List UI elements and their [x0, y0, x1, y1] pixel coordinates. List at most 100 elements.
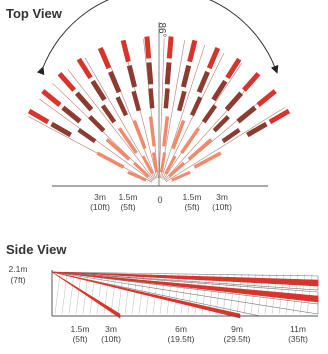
far-zone-segment [41, 89, 62, 107]
center-label: 0 [157, 195, 162, 205]
near-zone-segment [96, 151, 125, 169]
guide-ray [165, 107, 285, 183]
far-zone-segment [144, 36, 152, 59]
far-zone-segment [57, 72, 76, 92]
mid-zone-segment [212, 115, 230, 133]
mid-far-zone-segment [236, 105, 257, 124]
mid-zone-segment [115, 96, 129, 117]
close-zone-segment [151, 152, 159, 173]
close-zone-segment [133, 161, 150, 178]
tick-label: 1.5m [183, 192, 202, 202]
mid-zone-segment [131, 90, 141, 112]
side-view-tick-labels: 1.5m (5ft) 3m (10ft) 6m (19.5ft) 9m (29.… [71, 324, 309, 344]
top-view-diagram: 86° 3m (10ft) 1.5m (5ft) 0 1.5m (5ft) 3m… [27, 0, 291, 212]
mid-far-zone-segment [164, 62, 172, 85]
tick-label: (10ft) [101, 334, 121, 344]
close-zone-segment [168, 161, 185, 178]
tick-label: (5ft) [184, 202, 199, 212]
top-view-title: Top View [6, 6, 62, 21]
mid-zone-segment [177, 90, 187, 112]
near-zone-segment [162, 116, 170, 147]
mid-far-zone-segment [90, 79, 107, 102]
side-beam-long [51, 271, 319, 287]
hatch-line [173, 273, 180, 315]
hatch-line [68, 273, 75, 315]
hatch-line [110, 273, 117, 315]
mid-zone-segment [100, 104, 117, 124]
tick-label: 9m [231, 324, 243, 334]
near-zone-segment [193, 151, 222, 169]
far-zone-segment [206, 47, 221, 70]
tick-label: (5ft) [72, 334, 87, 344]
hatch-line [180, 273, 187, 315]
close-zone-segment [164, 155, 177, 175]
near-zone-segment [171, 119, 186, 150]
tick-label: 11m [290, 324, 306, 334]
coverage-angle-label: 86° [156, 22, 167, 37]
top-view-tick-labels: 3m (10ft) 1.5m (5ft) 0 1.5m (5ft) 3m (10… [90, 192, 232, 212]
tick-label: 6m [175, 324, 187, 334]
mid-far-zone-segment [50, 121, 72, 138]
tick-label: 3m [94, 192, 106, 202]
mount-height-label: 2.1m [9, 264, 28, 274]
mid-zone-segment [189, 96, 203, 117]
mount-height-label: (7ft) [10, 275, 25, 285]
coverage-arc [36, 0, 279, 76]
near-zone-segment [180, 127, 201, 154]
mid-far-zone-segment [246, 121, 268, 138]
tick-label: (35ft) [288, 334, 308, 344]
mid-far-zone-segment [74, 91, 94, 112]
tick-label: (10ft) [90, 202, 110, 212]
hatch-line [54, 273, 61, 315]
tick-label: (19.5ft) [168, 334, 195, 344]
far-zone-segment [97, 47, 112, 70]
mid-far-zone-segment [224, 91, 244, 112]
guide-ray [164, 90, 273, 182]
guide-ray [67, 69, 155, 180]
far-zone-segment [225, 57, 242, 80]
far-zone-segment [27, 108, 50, 125]
tick-label: 3m [105, 324, 117, 334]
near-zone-segment [105, 138, 131, 161]
top-view-detection-zones [27, 36, 291, 183]
far-zone-segment [242, 72, 261, 92]
close-zone-segment [159, 152, 167, 173]
tick-label: (10ft) [212, 202, 232, 212]
mid-zone-segment [148, 88, 155, 109]
guide-ray [28, 116, 153, 183]
far-zone-segment [120, 39, 131, 63]
mid-far-zone-segment [146, 62, 154, 85]
far-zone-segment [187, 39, 198, 63]
mid-zone-segment [221, 127, 241, 144]
near-zone-segment [187, 138, 213, 161]
tick-label: (29.5ft) [224, 334, 251, 344]
near-zone-segment [117, 127, 138, 154]
tick-label: 3m [216, 192, 228, 202]
side-view-title: Side View [6, 242, 67, 257]
side-beam-mid [51, 271, 319, 303]
near-zone-segment [148, 116, 156, 147]
close-zone-segment [171, 170, 191, 182]
close-zone-segment [127, 170, 147, 182]
mid-far-zone-segment [196, 70, 210, 94]
mid-far-zone-segment [108, 70, 122, 94]
side-view-detection-beams [51, 271, 319, 319]
mid-zone-segment [77, 127, 97, 144]
hatch-line [96, 273, 103, 315]
tick-label: (5ft) [120, 202, 135, 212]
mid-far-zone-segment [126, 64, 138, 88]
guide-ray [164, 75, 259, 181]
mid-zone-segment [201, 104, 218, 124]
close-zone-segment [141, 155, 154, 175]
mid-far-zone-segment [180, 64, 192, 88]
mid-far-zone-segment [211, 79, 228, 102]
mid-zone-segment [88, 115, 106, 133]
mid-far-zone-segment [61, 105, 82, 124]
far-zone-segment [166, 36, 174, 59]
tick-label: 1.5m [119, 192, 138, 202]
far-zone-segment [256, 89, 277, 107]
side-view-diagram: 2.1m (7ft) 1.5m (5ft) 3m (10ft) 6m (19.5… [9, 264, 319, 344]
far-zone-segment [268, 108, 291, 125]
far-zone-segment [76, 57, 93, 80]
